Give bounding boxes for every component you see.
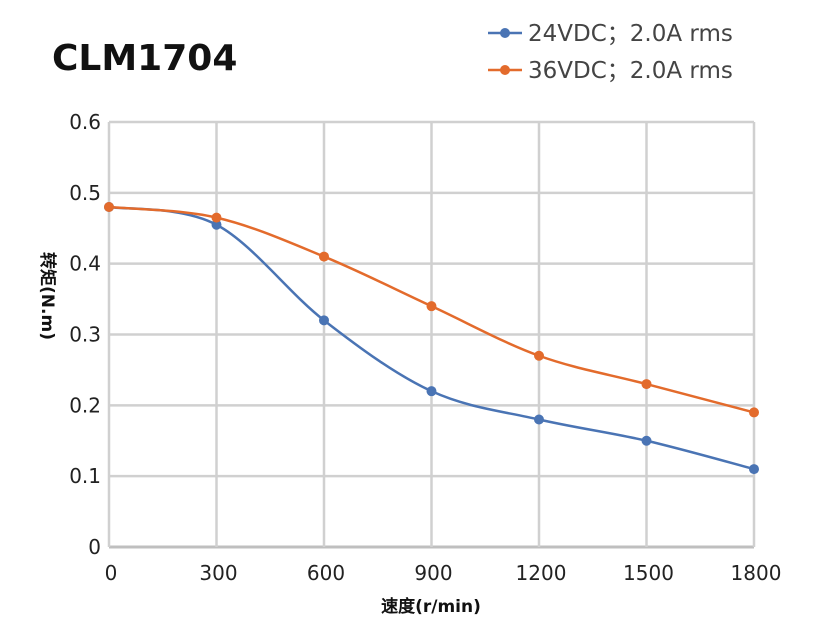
data-point [104,202,114,212]
chart-title: CLM1704 [52,38,237,79]
y-tick-label: 0.3 [69,323,101,347]
data-point [641,435,652,446]
x-tick-label: 1200 [516,561,567,585]
data-point [534,350,544,361]
x-tick-label: 600 [307,561,345,585]
data-point [534,414,544,425]
legend-label: 24VDC；2.0A rms [528,21,733,47]
data-point [319,315,329,326]
y-axis-label: 转矩(N.m) [37,252,58,340]
data-point [319,251,329,262]
data-point [749,464,759,475]
x-tick-label: 900 [414,561,452,585]
series-group [104,202,759,475]
data-point [211,212,222,223]
data-point [211,219,222,230]
tick-labels: 0 0.1 0.2 0.3 0.4 0.5 0.6 0 300 600 900 1200 1500 180… [69,110,781,585]
legend-label: 36VDC；2.0A rms [528,58,733,84]
y-tick-label: 0.6 [69,110,101,134]
y-tick-label: 0.4 [69,252,101,276]
data-point [426,301,437,312]
grid [107,120,756,549]
legend-marker [500,28,510,38]
y-tick-label: 0.2 [69,393,101,417]
x-tick-label: 0 [105,561,118,585]
y-tick-label: 0.1 [69,464,101,488]
legend-marker [500,65,510,75]
x-axis-label: 速度(r/min) [381,596,481,617]
data-point [426,386,437,397]
x-tick-label: 1800 [731,561,782,585]
y-tick-label: 0 [88,535,101,559]
y-tick-label: 0.5 [69,181,101,205]
legend: 24VDC；2.0A rms 36VDC；2.0A rms [488,21,733,84]
x-tick-label: 1500 [623,561,674,585]
x-tick-label: 300 [199,561,237,585]
data-point [749,407,759,418]
data-point [641,379,652,390]
